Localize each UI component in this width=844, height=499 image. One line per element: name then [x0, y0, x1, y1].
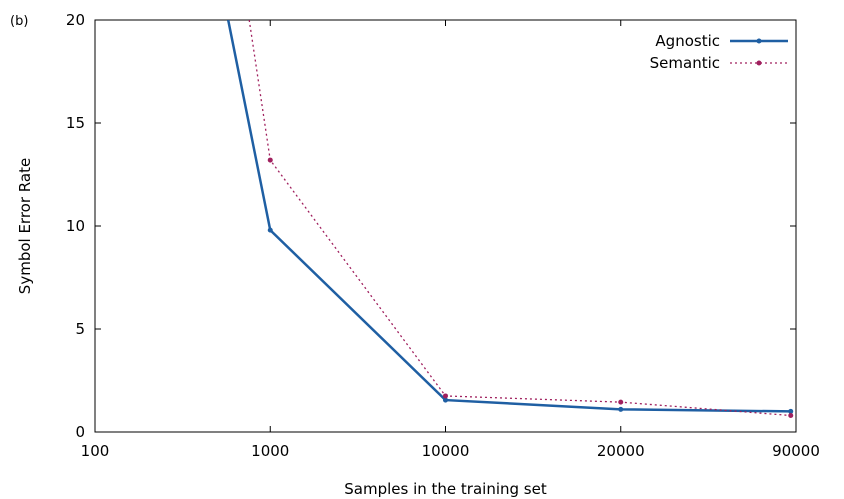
- data-point-semantic: [443, 393, 448, 399]
- x-tick-label: 20000: [597, 442, 645, 460]
- series-line-semantic: [248, 20, 791, 417]
- series-layer: [226, 20, 794, 419]
- data-point-semantic: [267, 157, 273, 163]
- x-tick-label: 100: [81, 442, 110, 460]
- data-point-agnostic: [618, 406, 624, 412]
- x-tick-label: 10000: [422, 442, 470, 460]
- y-tick-label: 5: [75, 320, 85, 338]
- legend-marker-agnostic: [756, 38, 762, 44]
- legend: Agnostic Semantic: [650, 32, 788, 72]
- data-point-agnostic: [267, 227, 273, 233]
- y-tick-label: 15: [66, 114, 85, 132]
- legend-label-agnostic: Agnostic: [655, 32, 720, 50]
- data-point-agnostic: [788, 408, 794, 414]
- data-point-agnostic: [443, 397, 448, 403]
- series-line-agnostic: [226, 20, 791, 413]
- x-tick-label: 1000: [251, 442, 289, 460]
- series-semantic: [248, 20, 794, 419]
- y-tick-label: 10: [66, 217, 85, 235]
- legend-marker-semantic: [756, 60, 762, 66]
- axis-ticks: 100 1000 10000 20000 90000 0 5 10 15 20: [66, 11, 820, 460]
- series-agnostic: [226, 20, 794, 414]
- data-point-semantic: [788, 413, 794, 419]
- legend-label-semantic: Semantic: [650, 54, 720, 72]
- panel-label: (b): [10, 14, 29, 29]
- plot-frame: [94, 19, 797, 433]
- x-axis-label: Samples in the training set: [344, 480, 547, 498]
- y-tick-label: 20: [66, 11, 85, 29]
- x-tick-label: 90000: [772, 442, 820, 460]
- y-axis-label: Symbol Error Rate: [16, 158, 34, 294]
- data-point-semantic: [618, 399, 624, 405]
- y-tick-label: 0: [75, 423, 85, 441]
